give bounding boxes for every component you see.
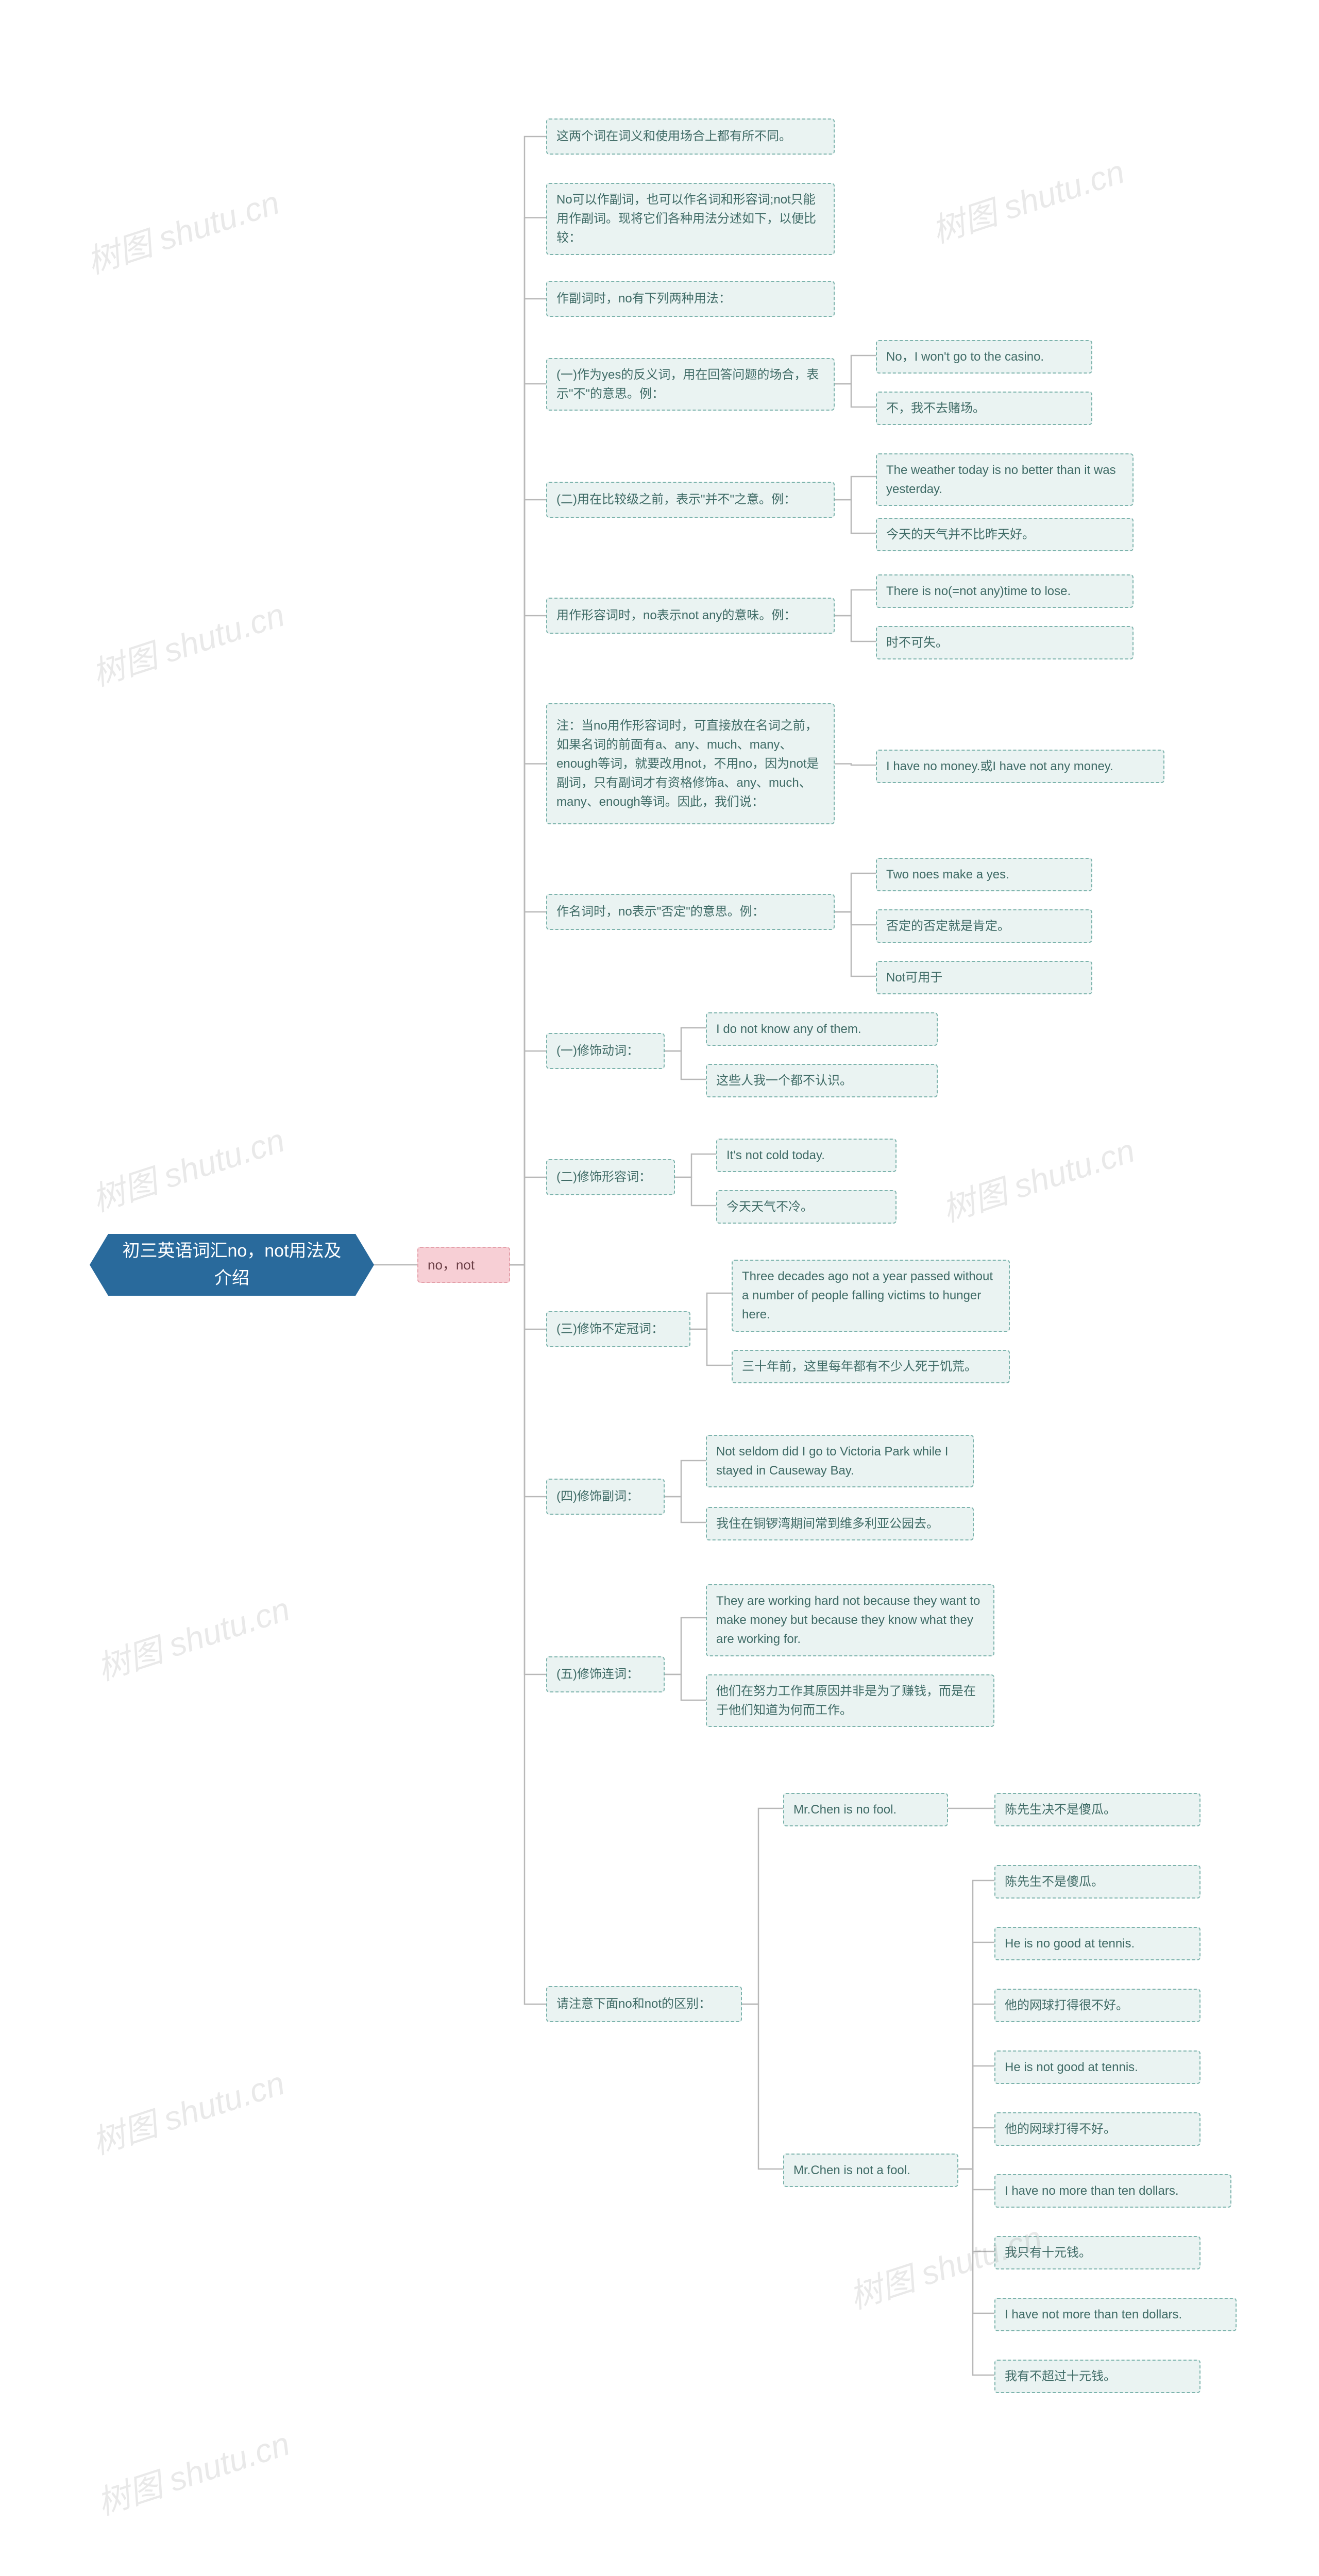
l2-node: 注：当no用作形容词时，可直接放在名词之前，如果名词的前面有a、any、much… [546, 703, 835, 824]
l2-node: 用作形容词时，no表示not any的意味。例： [546, 598, 835, 634]
l3-node: 我住在铜锣湾期间常到维多利亚公园去。 [706, 1507, 974, 1540]
l2-node: (一)作为yes的反义词，用在回答问题的场合，表示"不"的意思。例： [546, 358, 835, 411]
l3-node: 他们在努力工作其原因并非是为了赚钱，而是在于他们知道为何而工作。 [706, 1674, 994, 1727]
l3-node: Mr.Chen is not a fool. [783, 2154, 958, 2187]
l3-node: Three decades ago not a year passed with… [732, 1260, 1010, 1332]
l2-node: 作名词时，no表示"否定"的意思。例： [546, 894, 835, 930]
sub-node: no，not [417, 1247, 510, 1283]
l3-node: 否定的否定就是肯定。 [876, 909, 1092, 943]
l3-node: Two noes make a yes. [876, 858, 1092, 891]
l4-node: He is not good at tennis. [994, 2050, 1200, 2084]
l4-node: 陈先生不是傻瓜。 [994, 1865, 1200, 1899]
l4-node: 陈先生决不是傻瓜。 [994, 1793, 1200, 1826]
watermark: 树图 shutu.cn [80, 176, 284, 283]
watermark: 树图 shutu.cn [85, 588, 290, 695]
l3-node: It's not cold today. [716, 1139, 897, 1172]
l4-node: I have no more than ten dollars. [994, 2174, 1231, 2208]
l3-node: Not seldom did I go to Victoria Park whi… [706, 1435, 974, 1487]
l4-node: I have not more than ten dollars. [994, 2298, 1237, 2331]
l3-node: They are working hard not because they w… [706, 1584, 994, 1656]
l2-node: 请注意下面no和not的区别： [546, 1986, 742, 2022]
l2-node: (一)修饰动词： [546, 1033, 665, 1069]
l3-node: I do not know any of them. [706, 1012, 938, 1046]
l3-node: The weather today is no better than it w… [876, 453, 1134, 506]
l3-node: 今天的天气并不比昨天好。 [876, 518, 1134, 551]
l3-node: 这些人我一个都不认识。 [706, 1064, 938, 1097]
watermark: 树图 shutu.cn [85, 2057, 290, 2163]
root-node: 初三英语词汇no，not用法及介绍 [108, 1234, 356, 1296]
l3-node: Not可用于 [876, 961, 1092, 994]
l3-node: No，I won't go to the casino. [876, 340, 1092, 374]
l3-node: 不，我不去赌场。 [876, 392, 1092, 425]
l3-node: Mr.Chen is no fool. [783, 1793, 948, 1826]
watermark: 树图 shutu.cn [85, 1114, 290, 1221]
l3-node: I have no money.或I have not any money. [876, 750, 1164, 783]
l2-node: (四)修饰副词： [546, 1479, 665, 1515]
l3-node: 三十年前，这里每年都有不少人死于饥荒。 [732, 1350, 1010, 1383]
l4-node: He is no good at tennis. [994, 1927, 1200, 1960]
watermark: 树图 shutu.cn [90, 2417, 295, 2524]
watermark: 树图 shutu.cn [90, 1583, 295, 1689]
l4-node: 他的网球打得很不好。 [994, 1989, 1200, 2022]
l2-node: 这两个词在词义和使用场合上都有所不同。 [546, 118, 835, 155]
l4-node: 我只有十元钱。 [994, 2236, 1200, 2269]
mindmap-canvas: 初三英语词汇no，not用法及介绍 no，not 这两个词在词义和使用场合上都有所不… [0, 0, 1319, 2576]
l3-node: There is no(=not any)time to lose. [876, 574, 1134, 608]
l2-node: (三)修饰不定冠词： [546, 1311, 690, 1347]
l2-node: (五)修饰连词： [546, 1656, 665, 1692]
l2-node: (二)用在比较级之前，表示"并不"之意。例： [546, 482, 835, 518]
l3-node: 时不可失。 [876, 626, 1134, 659]
l2-node: (二)修饰形容词： [546, 1159, 675, 1195]
l4-node: 他的网球打得不好。 [994, 2112, 1200, 2146]
l2-node: No可以作副词，也可以作名词和形容词;not只能用作副词。现将它们各种用法分述如… [546, 183, 835, 255]
l2-node: 作副词时，no有下列两种用法： [546, 281, 835, 317]
l4-node: 我有不超过十元钱。 [994, 2360, 1200, 2393]
watermark: 树图 shutu.cn [925, 145, 1129, 252]
watermark: 树图 shutu.cn [935, 1124, 1140, 1231]
l3-node: 今天天气不冷。 [716, 1190, 897, 1224]
